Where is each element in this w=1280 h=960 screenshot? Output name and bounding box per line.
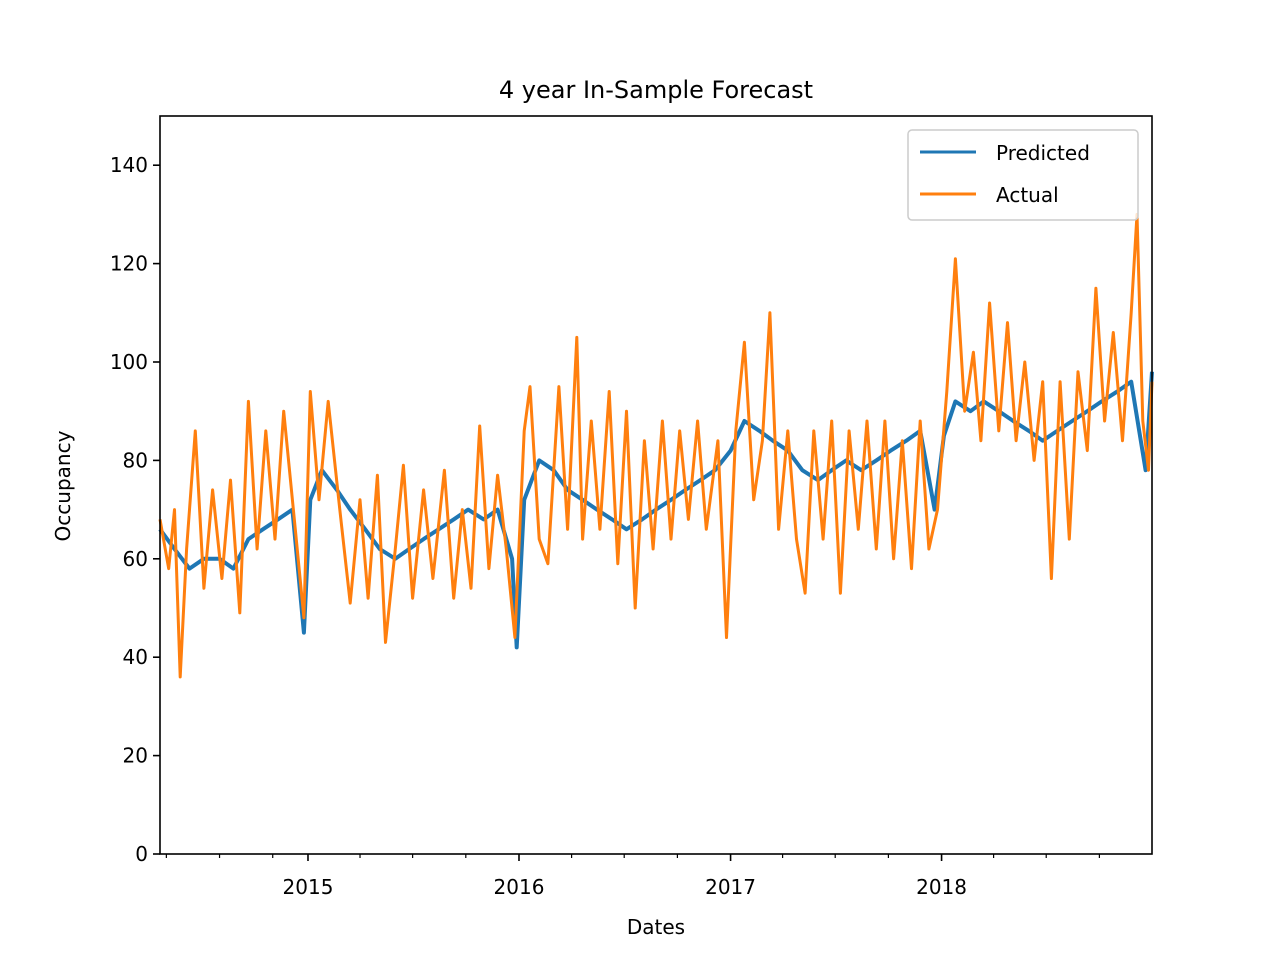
plot-frame — [159, 115, 1153, 855]
y-axis-title: Occupancy — [51, 430, 75, 541]
y-tick-label: 0 — [135, 842, 148, 866]
x-tick-label: 2018 — [916, 875, 967, 899]
x-tick-label: 2016 — [494, 875, 545, 899]
y-tick-label: 20 — [123, 744, 148, 768]
y-tick-label: 40 — [123, 645, 148, 669]
series-line-actual — [158, 212, 1154, 679]
legend-actual-label: Actual — [996, 183, 1059, 207]
series-layer — [158, 212, 1154, 679]
y-tick-label: 80 — [123, 448, 148, 472]
y-tick-label: 60 — [123, 547, 148, 571]
chart-title: 4 year In-Sample Forecast — [499, 76, 813, 104]
y-tick-label: 140 — [110, 153, 148, 177]
x-tick-label: 2015 — [283, 875, 334, 899]
legend: Predicted Actual — [907, 129, 1139, 221]
legend-predicted-label: Predicted — [996, 141, 1090, 165]
x-tick-label: 2017 — [705, 875, 756, 899]
y-axis: 0 20 40 60 80 100 120 140 — [110, 153, 160, 866]
y-tick-label: 120 — [110, 252, 148, 276]
y-tick-label: 100 — [110, 350, 148, 374]
x-axis-title: Dates — [627, 915, 685, 939]
x-axis: 2015 2016 2017 2018 — [165, 854, 1100, 899]
